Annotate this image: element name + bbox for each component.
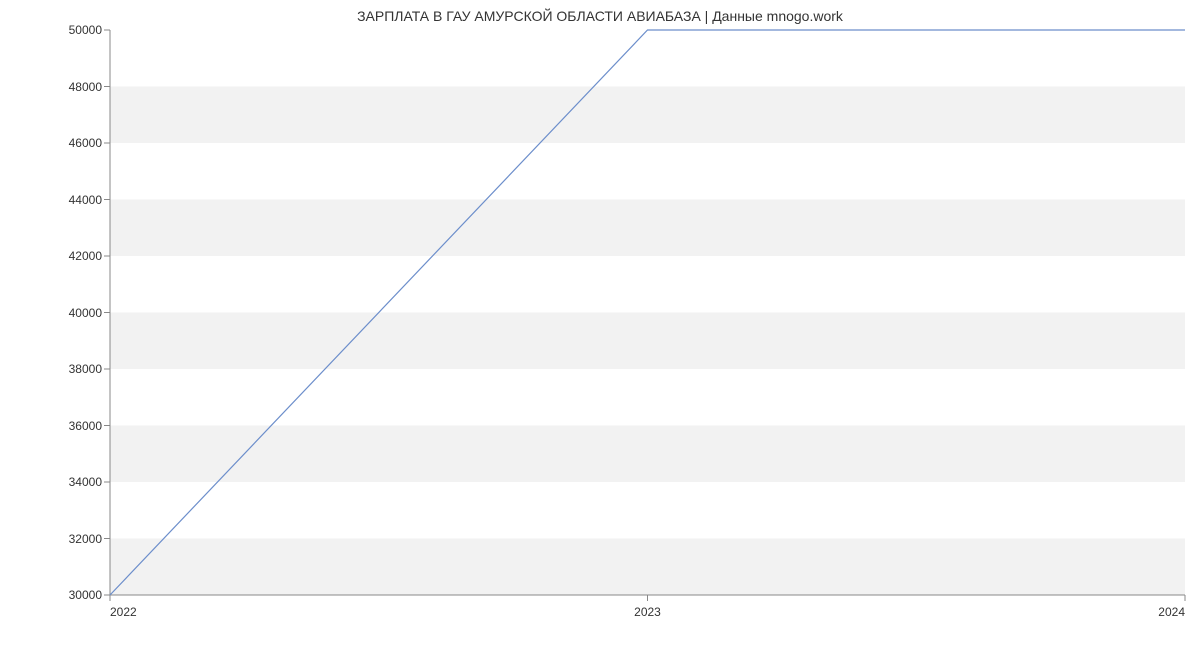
y-tick-label: 34000 [69,475,102,489]
chart-title: ЗАРПЛАТА В ГАУ АМУРСКОЙ ОБЛАСТИ АВИАБАЗА… [0,8,1200,24]
chart-container: ЗАРПЛАТА В ГАУ АМУРСКОЙ ОБЛАСТИ АВИАБАЗА… [0,0,1200,650]
y-tick-label: 32000 [69,532,102,546]
x-tick-label: 2023 [634,605,661,619]
y-tick-label: 40000 [69,306,102,320]
y-tick-label: 46000 [69,136,102,150]
x-tick-label: 2024 [1158,605,1185,619]
y-tick-label: 36000 [69,419,102,433]
y-tick-label: 48000 [69,80,102,94]
y-tick-label: 42000 [69,249,102,263]
y-tick-label: 38000 [69,362,102,376]
y-tick-label: 44000 [69,193,102,207]
y-tick-label: 50000 [69,23,102,37]
x-tick-label: 2022 [110,605,137,619]
y-tick-label: 30000 [69,588,102,602]
chart-plot [110,30,1185,595]
